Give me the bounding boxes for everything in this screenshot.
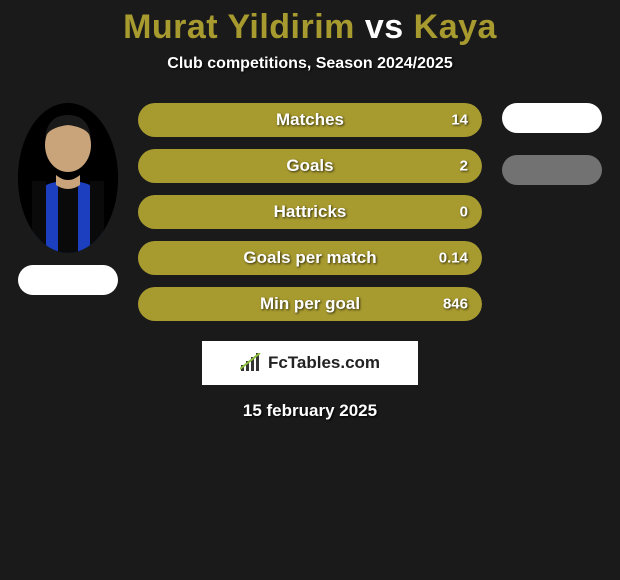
- stat-value-right: 0.14: [439, 250, 468, 267]
- bar-chart-icon: [240, 353, 262, 373]
- stat-value-right: 846: [443, 296, 468, 313]
- stats-column: Matches 14 Goals 2 Hattricks 0 Goals per match…: [138, 103, 482, 321]
- stat-bar: Goals per match 0.14: [138, 241, 482, 275]
- date-text: 15 february 2025: [243, 401, 377, 421]
- stat-bar: Matches 14: [138, 103, 482, 137]
- player1-photo-icon: [18, 103, 118, 253]
- player2-name: Kaya: [414, 8, 497, 46]
- player1-badge-placeholder: [18, 265, 118, 295]
- subtitle: Club competitions, Season 2024/2025: [0, 55, 620, 73]
- stat-label: Goals per match: [243, 248, 376, 268]
- stat-bar: Hattricks 0: [138, 195, 482, 229]
- stat-value-right: 14: [451, 112, 468, 129]
- vs-text: vs: [365, 8, 404, 46]
- player2-avatar-placeholder: [502, 103, 602, 133]
- main-row: Matches 14 Goals 2 Hattricks 0 Goals per match…: [0, 103, 620, 321]
- player1-name: Murat Yildirim: [123, 8, 355, 46]
- comparison-card: Murat Yildirim vs Kaya Club competitions…: [0, 0, 620, 421]
- left-player-column: [8, 103, 128, 295]
- logo-text: FcTables.com: [268, 353, 380, 373]
- stat-label: Matches: [276, 110, 344, 130]
- stat-value-right: 2: [460, 158, 468, 175]
- stat-bar: Goals 2: [138, 149, 482, 183]
- footer: FcTables.com 15 february 2025: [0, 341, 620, 421]
- logo-box[interactable]: FcTables.com: [202, 341, 418, 385]
- stat-value-right: 0: [460, 204, 468, 221]
- page-title: Murat Yildirim vs Kaya: [0, 8, 620, 47]
- stat-label: Min per goal: [260, 294, 360, 314]
- stat-label: Hattricks: [274, 202, 347, 222]
- stat-bar: Min per goal 846: [138, 287, 482, 321]
- player2-badge-placeholder: [502, 155, 602, 185]
- stat-label: Goals: [286, 156, 333, 176]
- player1-avatar: [18, 103, 118, 253]
- right-player-column: [492, 103, 612, 207]
